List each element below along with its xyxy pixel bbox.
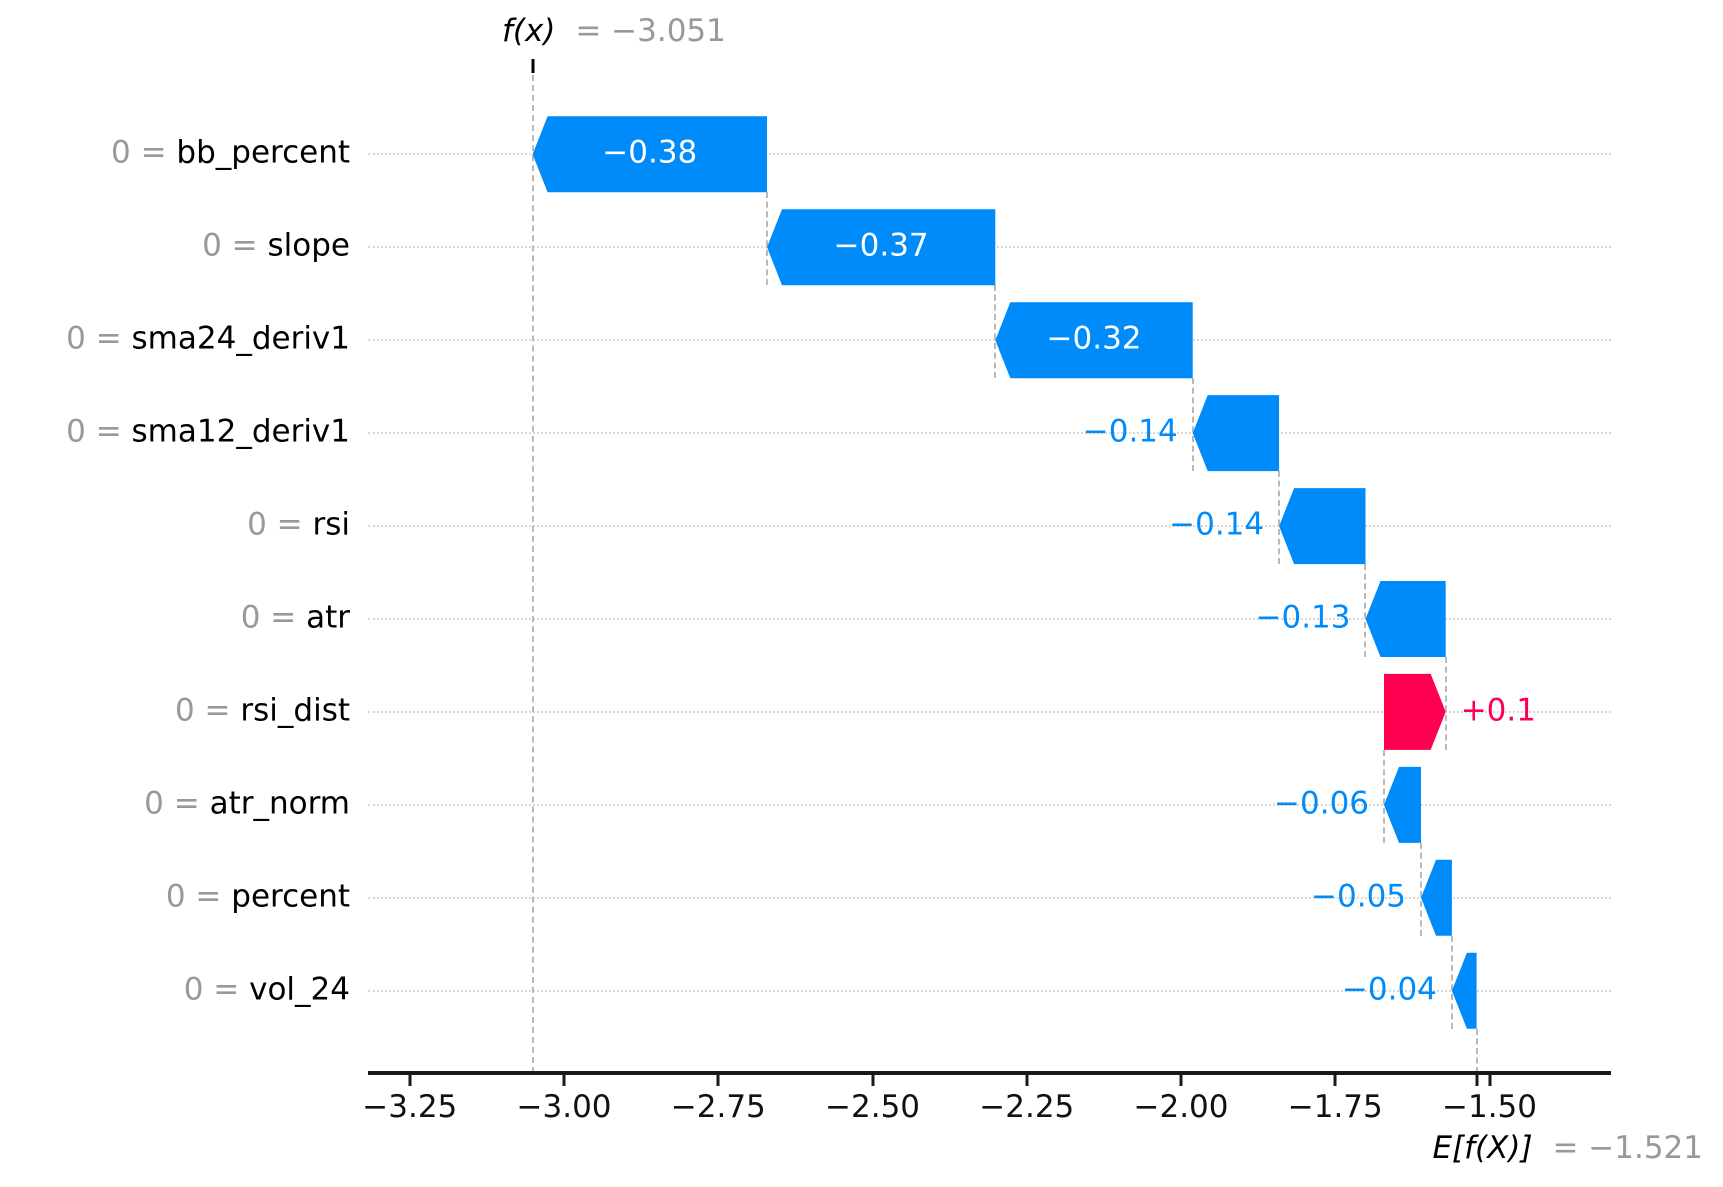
shap-value-label-rsi_dist: +0.1 — [1460, 692, 1536, 729]
bar-rsi — [1279, 488, 1366, 565]
feature-label-atr_norm: 0 = atr_norm — [144, 785, 350, 821]
x-tick-label: −2.75 — [670, 1089, 766, 1125]
fx-dashed-line — [531, 75, 534, 1073]
shap-value-label-atr_norm: −0.06 — [1274, 785, 1370, 822]
feature-name: atr — [306, 599, 350, 636]
connector-line — [1420, 842, 1423, 936]
shap-value-label-sma24_deriv1: −0.32 — [1046, 320, 1142, 357]
x-tick-label: −2.50 — [825, 1089, 921, 1125]
x-axis-tick — [871, 1073, 875, 1086]
feature-label-rsi: 0 = rsi — [247, 507, 350, 543]
connector-line — [1364, 564, 1367, 657]
x-axis-tick — [408, 1073, 412, 1086]
feature-value: 0 = — [240, 599, 307, 636]
feature-label-vol_24: 0 = vol_24 — [184, 971, 350, 1007]
bar-vol_24 — [1451, 952, 1477, 1029]
bar-atr — [1365, 581, 1446, 657]
shap-value-label-slope: −0.37 — [833, 227, 929, 264]
fx-marker-tick — [531, 59, 535, 73]
feature-label-rsi_dist: 0 = rsi_dist — [175, 692, 350, 728]
feature-value: 0 = — [165, 878, 232, 915]
base-value-number: = −1.521 — [1552, 1130, 1703, 1166]
fx-title: f(x) = −3.051 — [502, 13, 726, 49]
feature-label-slope: 0 = slope — [202, 228, 350, 264]
x-axis-tick — [716, 1073, 720, 1086]
feature-name: bb_percent — [176, 134, 350, 171]
feature-value: 0 = — [66, 413, 132, 450]
feature-value: 0 = — [183, 971, 250, 1008]
connector-line — [766, 192, 768, 286]
shap-value-label-vol_24: −0.04 — [1341, 971, 1437, 1008]
connector-line — [1278, 471, 1281, 565]
row-gridline-atr_norm — [368, 803, 1611, 806]
x-tick-label: −1.50 — [1442, 1089, 1537, 1125]
bar-atr_norm — [1384, 766, 1421, 843]
row-gridline-sma24_deriv1 — [368, 339, 1611, 342]
feature-value: 0 = — [111, 134, 177, 171]
x-axis-line — [368, 1071, 1611, 1075]
x-axis-tick — [1333, 1073, 1337, 1086]
x-tick-label: −3.25 — [362, 1089, 458, 1125]
feature-name: sma24_deriv1 — [131, 320, 350, 357]
feature-name: slope — [267, 227, 350, 264]
feature-value: 0 = — [202, 227, 268, 264]
x-tick-label: −2.25 — [979, 1089, 1075, 1125]
shap-value-label-bb_percent: −0.38 — [602, 134, 698, 171]
row-gridline-rsi_dist — [368, 710, 1611, 713]
fx-title-label: f(x) — [502, 13, 556, 49]
bar-sma24_deriv1 — [995, 302, 1193, 379]
x-axis-tick — [1025, 1073, 1029, 1086]
fx-title-value: = −3.051 — [575, 13, 726, 49]
shap-value-label-rsi: −0.14 — [1169, 506, 1265, 543]
feature-label-bb_percent: 0 = bb_percent — [111, 135, 350, 171]
feature-name: atr_norm — [209, 785, 350, 822]
x-tick-label: −3.00 — [516, 1089, 612, 1125]
feature-label-atr: 0 = atr — [241, 600, 350, 636]
bar-bb_percent — [532, 116, 767, 193]
feature-value: 0 = — [247, 506, 313, 543]
row-gridline-rsi — [368, 525, 1611, 528]
x-tick-label: −2.00 — [1133, 1089, 1229, 1125]
shap-value-label-sma12_deriv1: −0.14 — [1082, 413, 1178, 450]
feature-value: 0 = — [174, 692, 241, 729]
feature-name: rsi_dist — [240, 692, 350, 729]
connector-line — [1444, 657, 1447, 750]
row-gridline-percent — [368, 896, 1611, 899]
bar-percent — [1421, 859, 1452, 936]
row-gridline-atr — [368, 618, 1611, 620]
x-axis-tick — [1488, 1073, 1491, 1086]
feature-name: sma12_deriv1 — [131, 413, 350, 450]
bar-slope — [767, 209, 996, 286]
base-value-tick — [1475, 1073, 1479, 1086]
base-value-label: E[f(X)] — [1432, 1130, 1533, 1166]
connector-line — [1191, 378, 1194, 472]
row-gridline-vol_24 — [368, 989, 1611, 992]
feature-label-sma24_deriv1: 0 = sma24_deriv1 — [66, 321, 350, 357]
base-value-title: E[f(X)] = −1.521 — [1432, 1130, 1703, 1166]
feature-label-percent: 0 = percent — [166, 878, 350, 914]
feature-value: 0 = — [66, 320, 132, 357]
feature-name: percent — [231, 878, 350, 915]
feature-value: 0 = — [144, 785, 210, 822]
feature-label-sma12_deriv1: 0 = sma12_deriv1 — [66, 414, 350, 450]
bar-rsi_dist — [1384, 673, 1446, 750]
connector-line — [1450, 935, 1453, 1029]
bar-sma12_deriv1 — [1192, 395, 1280, 472]
x-tick-label: −1.75 — [1287, 1089, 1383, 1125]
base-dashed-line — [1475, 1028, 1478, 1073]
x-axis-tick — [562, 1073, 566, 1086]
x-axis-tick — [1179, 1073, 1183, 1086]
feature-name: vol_24 — [249, 971, 350, 1008]
shap-value-label-atr: −0.13 — [1255, 599, 1351, 636]
shap-value-label-percent: −0.05 — [1311, 878, 1407, 915]
connector-line — [994, 285, 997, 379]
row-gridline-sma12_deriv1 — [368, 432, 1611, 435]
feature-name: rsi — [312, 506, 350, 543]
connector-line — [1383, 749, 1385, 843]
row-gridline-bb_percent — [368, 153, 1611, 156]
